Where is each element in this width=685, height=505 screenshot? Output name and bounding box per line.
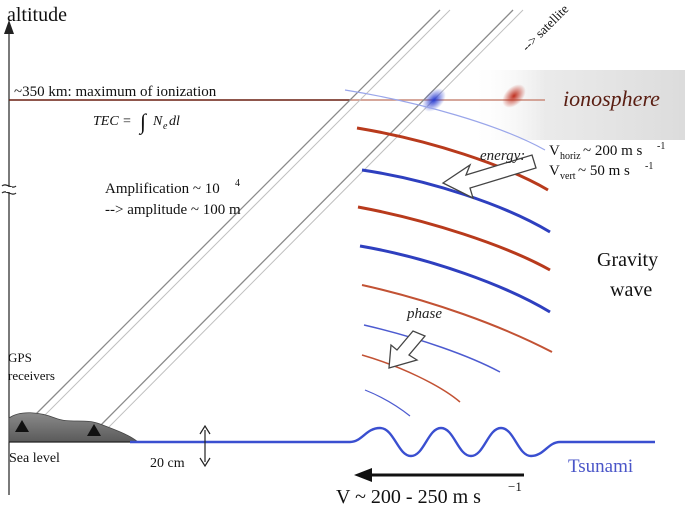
axis-break-lower <box>1 191 17 195</box>
gps-receiver-right-icon <box>87 424 101 436</box>
tsunami-wave <box>130 426 655 458</box>
v-vert-exp: -1 <box>645 161 653 172</box>
gps-label-line2: receivers <box>8 368 55 383</box>
v-vert-label: V vert ~ 50 m s -1 <box>549 161 653 182</box>
tec-subscript: e <box>163 121 168 132</box>
v-horiz-exp: -1 <box>657 141 665 152</box>
ionosphere-blue-blob <box>422 88 446 112</box>
amplification-text: Amplification ~ 10 <box>105 181 220 197</box>
twenty-cm-label: 20 cm <box>150 456 185 471</box>
amplification-exponent: 4 <box>235 178 240 189</box>
tsunami-velocity-text: V ~ 200 - 250 m s <box>336 486 481 505</box>
gps-label-line1: GPS <box>8 350 32 365</box>
energy-label: energy: <box>480 148 525 164</box>
los-line-right-outer <box>93 9 514 433</box>
wave-front-red-3 <box>361 284 553 353</box>
v-vert-value: ~ 50 m s <box>578 163 630 179</box>
tec-integral-sign: ∫ <box>138 109 148 135</box>
energy-arrow <box>441 154 537 200</box>
v-vert-v: V <box>549 163 560 179</box>
wave-front-blue-1 <box>361 168 551 234</box>
tsunami-velocity-exponent: −1 <box>508 479 522 494</box>
twenty-cm-arrowhead-top <box>199 424 211 435</box>
v-horiz-value: ~ 200 m s <box>583 143 643 159</box>
axis-break-gap <box>6 187 12 192</box>
axis-break-upper <box>1 184 17 188</box>
phase-label: phase <box>406 306 442 322</box>
ionization-label: ~350 km: maximum of ionization <box>14 84 217 100</box>
amplification-label: Amplification ~ 10 4 <box>105 178 240 197</box>
twenty-cm-arrowhead-bottom <box>199 457 211 468</box>
v-horiz-label: V horiz ~ 200 m s -1 <box>549 141 665 162</box>
phase-arrow <box>388 330 427 369</box>
ionosphere-label: ionosphere <box>563 86 660 111</box>
tsunami-velocity-arrowhead <box>354 468 372 482</box>
axis-label: altitude <box>7 4 67 26</box>
wave-front-red-4 <box>361 354 461 403</box>
tsunami-velocity-label: V ~ 200 - 250 m s −1 <box>336 479 522 505</box>
sea-level-label: Sea level <box>9 451 60 466</box>
satellite-label: --> satellite <box>519 1 572 54</box>
wave-front-red-1 <box>356 126 549 192</box>
gravity-label: Gravity <box>597 249 658 271</box>
tec-formula-right: dl <box>169 114 180 129</box>
los-line-right-inner <box>103 9 524 433</box>
tec-formula-left: TEC = <box>93 114 132 129</box>
ionosphere-red-blob <box>502 84 526 108</box>
coastal-ground <box>8 412 140 443</box>
gps-receiver-left-icon <box>15 420 29 432</box>
wave-front-faint-blue <box>344 89 546 151</box>
wave-front-blue-3 <box>363 324 501 373</box>
tec-formula: TEC = ∫ N e dl <box>93 109 180 135</box>
wave-front-blue-4 <box>364 389 411 417</box>
tec-integrand: N <box>152 114 163 129</box>
tsunami-label: Tsunami <box>568 456 633 477</box>
v-horiz-v: V <box>549 143 560 159</box>
amplitude-label: --> amplitude ~ 100 m <box>105 202 241 218</box>
los-line-left-inner <box>31 9 451 429</box>
wave-front-blue-2 <box>359 244 551 314</box>
wave-label: wave <box>610 279 652 301</box>
los-line-left-outer <box>21 9 441 429</box>
v-horiz-sub: horiz <box>560 151 581 162</box>
wave-front-red-2 <box>357 205 551 272</box>
v-vert-sub: vert <box>560 171 576 182</box>
altitude-axis-arrowhead <box>4 20 14 34</box>
